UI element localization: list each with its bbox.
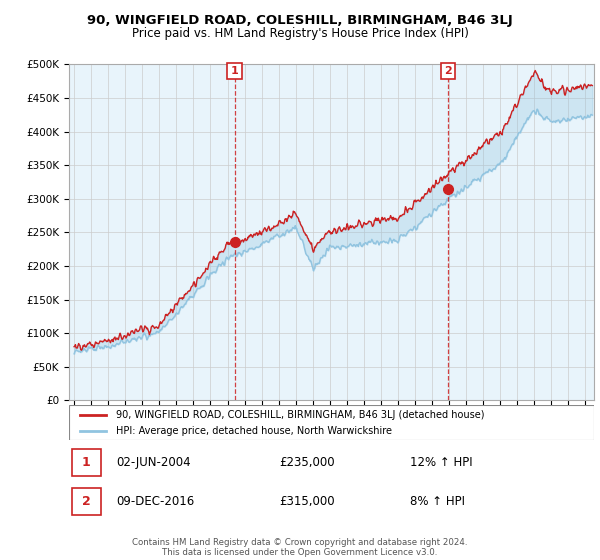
Text: 8% ↑ HPI: 8% ↑ HPI [410,495,465,508]
Text: 1: 1 [82,456,91,469]
FancyBboxPatch shape [71,488,101,515]
Text: 09-DEC-2016: 09-DEC-2016 [116,495,194,508]
Text: 90, WINGFIELD ROAD, COLESHILL, BIRMINGHAM, B46 3LJ (detached house): 90, WINGFIELD ROAD, COLESHILL, BIRMINGHA… [116,409,485,419]
Text: 90, WINGFIELD ROAD, COLESHILL, BIRMINGHAM, B46 3LJ: 90, WINGFIELD ROAD, COLESHILL, BIRMINGHA… [87,14,513,27]
Text: Contains HM Land Registry data © Crown copyright and database right 2024.
This d: Contains HM Land Registry data © Crown c… [132,538,468,557]
Text: Price paid vs. HM Land Registry's House Price Index (HPI): Price paid vs. HM Land Registry's House … [131,27,469,40]
Text: 2: 2 [444,66,452,76]
Text: £235,000: £235,000 [279,456,335,469]
Text: £315,000: £315,000 [279,495,335,508]
Text: 02-JUN-2004: 02-JUN-2004 [116,456,191,469]
Text: 1: 1 [231,66,239,76]
Text: 2: 2 [82,495,91,508]
Text: 12% ↑ HPI: 12% ↑ HPI [410,456,473,469]
FancyBboxPatch shape [71,449,101,476]
Text: HPI: Average price, detached house, North Warwickshire: HPI: Average price, detached house, Nort… [116,426,392,436]
FancyBboxPatch shape [69,405,594,440]
